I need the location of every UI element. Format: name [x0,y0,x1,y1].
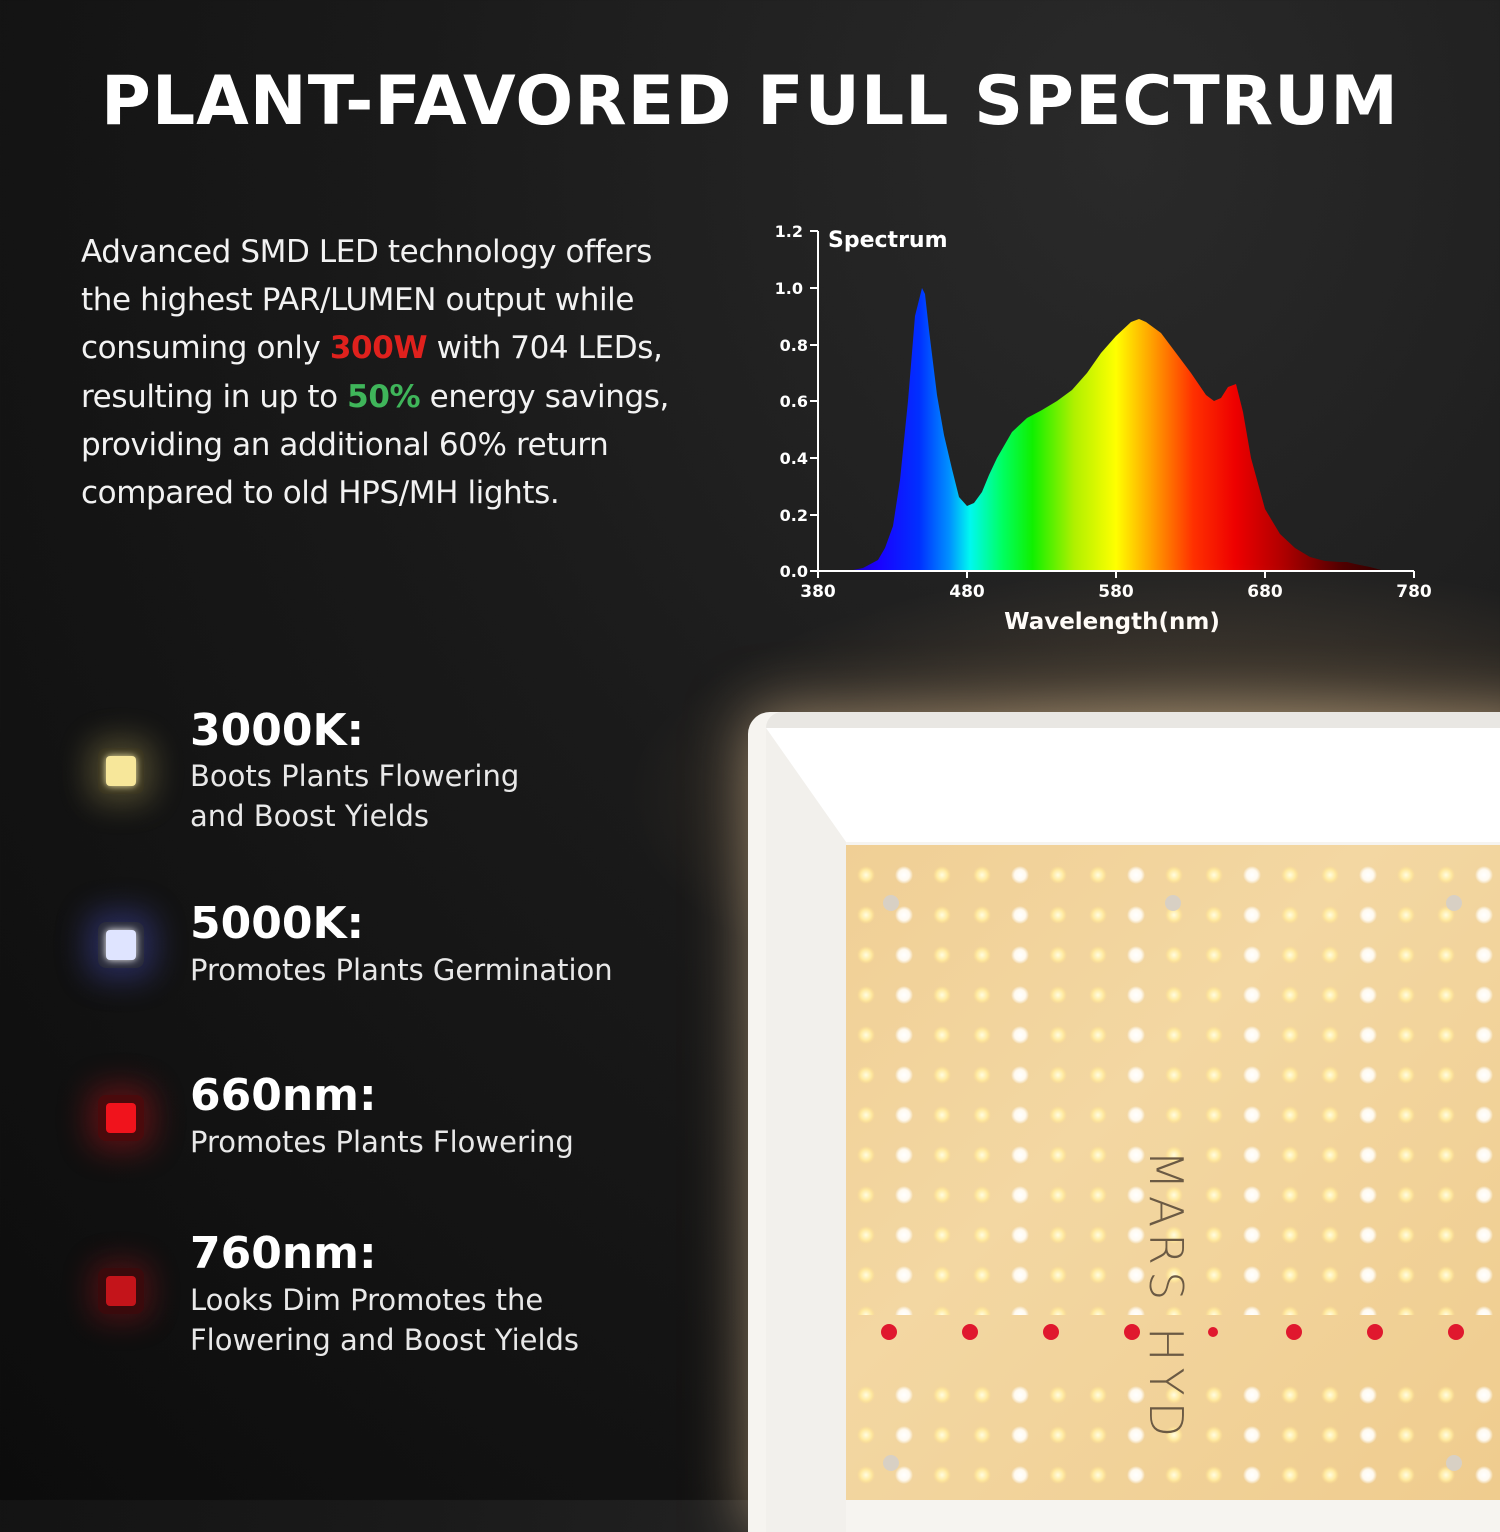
red-led-row [881,1324,1464,1340]
x-tick-label: 380 [800,582,836,602]
x-tick-label: 680 [1247,582,1283,602]
spectrum-area [818,288,1385,571]
intro-line: compared to old HPS/MH lights. [81,475,560,512]
fixture-bevel [766,728,1500,1532]
intro-line: the highest PAR/LUMEN output while [81,282,635,319]
legend-desc: Promotes Plants Flowering [190,1125,574,1159]
legend-label: 660nm: [190,1070,377,1121]
brand-logo: MARS HYD [1139,1150,1205,1510]
x-tick-label: 780 [1396,582,1432,602]
wattage-highlight: 300W [329,330,428,367]
intro-line: resulting in up to 50% energy savings, [81,373,721,421]
y-tick-label: 1.0 [775,279,803,298]
led-3000k-icon [98,748,144,794]
y-tick-label: 0.8 [780,336,808,355]
intro-line: Advanced SMD LED technology offers [81,234,652,270]
spectrum-chart: 1.2 1.0 0.8 0.6 0.4 0.2 0.0 380 480 580 … [775,222,1432,635]
intro-text: with 704 LEDs, [427,330,663,367]
intro-text: consuming only [81,330,330,367]
y-tick-label: 0.0 [780,562,808,581]
page-title: PLANT-FAVORED FULL SPECTRUM [101,62,1399,141]
intro-paragraph: Advanced SMD LED technology offers the h… [81,228,721,517]
intro-line: providing an additional 60% return [81,426,609,463]
savings-highlight: 50% [347,378,421,415]
led-660nm-icon [98,1095,144,1141]
y-ticks [810,230,818,572]
led-5000k-icon [98,922,144,968]
brand-text: MARS HYD [1139,1150,1193,1444]
legend-label: 760nm: [190,1228,377,1279]
legend-desc: Boots Plants Flowering and Boost Yields [190,759,520,833]
x-axis-label: Wavelength(nm) [1004,609,1220,635]
y-tick-label: 1.2 [775,222,803,241]
legend-label: 5000K: [190,898,365,949]
x-tick-label: 480 [949,582,985,602]
fixture-rim [766,712,1500,728]
x-tick-label: 580 [1098,582,1134,602]
y-tick-label: 0.6 [780,392,808,411]
y-tick-label: 0.2 [780,506,808,525]
legend-label: 3000K: [190,705,365,756]
mount-screws [883,895,1462,1471]
legend-desc: Promotes Plants Germination [190,953,613,987]
intro-text: resulting in up to [81,378,348,415]
x-ticks [817,571,1415,578]
chart-title: Spectrum [828,228,948,253]
intro-line: consuming only 300W with 704 LEDs, [81,324,721,372]
led-760nm-icon [98,1268,144,1314]
intro-text: energy savings, [420,378,670,415]
legend-desc: Looks Dim Promotes the Flowering and Boo… [190,1283,580,1357]
led-board [846,845,1500,1500]
y-tick-label: 0.4 [780,449,808,468]
